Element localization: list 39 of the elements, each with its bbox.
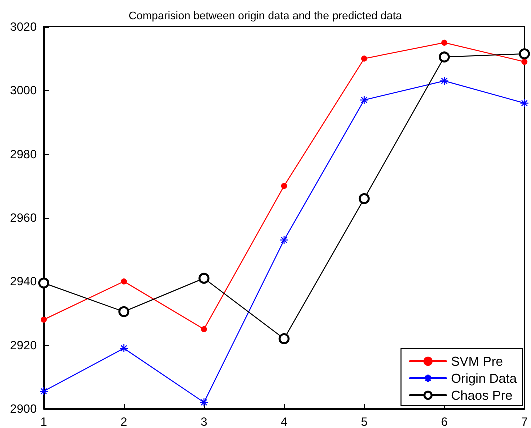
- point: [519, 48, 530, 60]
- point: [442, 40, 448, 46]
- y-tick-label: 2960: [10, 211, 38, 225]
- x-tick-label: 4: [280, 415, 288, 428]
- legend-label: SVM Pre: [451, 354, 504, 369]
- point: [40, 386, 48, 396]
- point: [198, 272, 210, 284]
- point: [280, 236, 289, 245]
- y-tick-label: 2940: [10, 274, 38, 289]
- point: [121, 278, 128, 285]
- x-tick-label: 6: [441, 415, 448, 428]
- point: [41, 316, 47, 323]
- x-tick-label: 7: [521, 415, 528, 428]
- x-tick-label: 3: [200, 415, 208, 428]
- y-tick-label: 2980: [10, 147, 38, 162]
- x-tick-label: 2: [120, 415, 128, 428]
- y-tick-label: 2900: [10, 402, 38, 416]
- point: [281, 183, 288, 190]
- point: [120, 344, 129, 354]
- point: [439, 52, 450, 63]
- y-tick-label: 3020: [10, 20, 38, 34]
- x-tick-label: 5: [361, 415, 368, 428]
- point: [440, 76, 450, 86]
- point: [358, 193, 370, 204]
- legend-label: Chaos Pre: [451, 388, 513, 403]
- y-tick-label: 3000: [10, 84, 38, 98]
- point: [520, 98, 530, 108]
- x-tick-label: 1: [40, 415, 48, 428]
- point: [361, 56, 368, 62]
- chart-title: Comparision between origin data and the predicted data: [128, 10, 404, 22]
- point: [200, 398, 209, 408]
- point: [38, 278, 50, 289]
- point: [201, 326, 208, 332]
- point: [522, 59, 528, 66]
- legend-label: Origin Data: [451, 371, 518, 386]
- point: [360, 96, 369, 105]
- point: [118, 306, 130, 318]
- point: [278, 333, 290, 344]
- y-tick-label: 2920: [10, 338, 38, 352]
